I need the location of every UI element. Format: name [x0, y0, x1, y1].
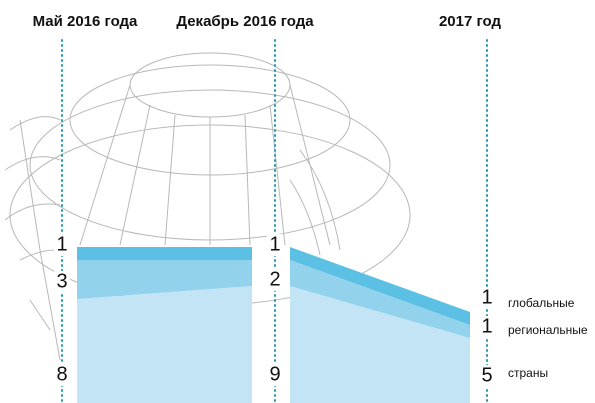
legend-label: глобальные: [508, 296, 575, 310]
value-label: 1: [481, 286, 492, 308]
label-bg: [267, 364, 283, 386]
label-bg: [54, 271, 70, 293]
area-segment: [290, 247, 470, 325]
column-header: Декабрь 2016 года: [176, 13, 314, 30]
label-bg: [479, 316, 495, 338]
legend-label: страны: [508, 366, 548, 380]
legend-label: региональные: [508, 323, 588, 337]
label-bg: [267, 234, 283, 256]
value-label: 2: [269, 268, 280, 290]
value-label: 3: [56, 270, 67, 292]
label-bg: [54, 364, 70, 386]
area-segment: [77, 286, 252, 403]
value-label: 1: [481, 315, 492, 337]
label-bg: [479, 287, 495, 309]
column-header: 2017 год: [439, 13, 502, 30]
area-segment: [77, 247, 252, 260]
value-label: 1: [269, 233, 280, 255]
label-bg: [267, 269, 283, 291]
value-label: 8: [56, 363, 67, 385]
column-header: Май 2016 года: [33, 13, 138, 30]
value-label: 5: [481, 364, 492, 386]
value-label: 1: [56, 233, 67, 255]
value-label: 9: [269, 363, 280, 385]
area-segment: [290, 286, 470, 403]
area-segment: [77, 260, 252, 299]
area-segment: [290, 260, 470, 338]
label-bg: [479, 365, 495, 387]
label-bg: [54, 234, 70, 256]
